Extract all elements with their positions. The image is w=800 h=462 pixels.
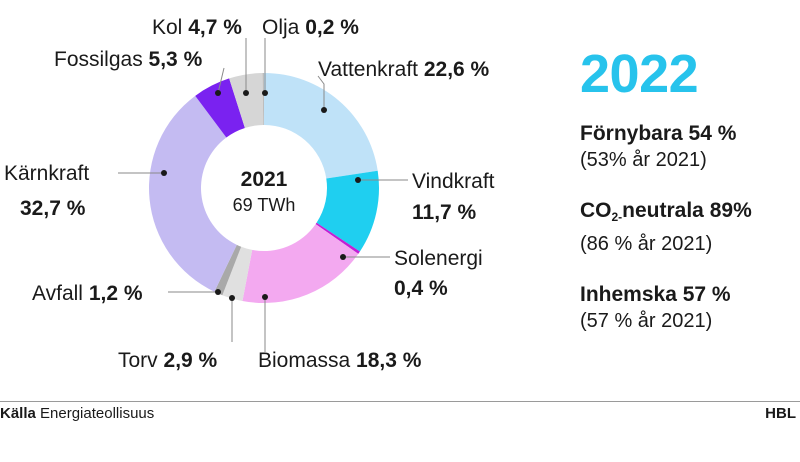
- label-name-vattenkraft: Vattenkraft: [318, 58, 418, 81]
- leader-dot-avfall: [215, 289, 221, 295]
- label-olja: Olja 0,2 %: [262, 16, 359, 39]
- leader-dot-karnkraft: [161, 170, 167, 176]
- label-solenergi-line-2: 0,4 %: [394, 277, 448, 300]
- leader-dot-kol: [243, 90, 249, 96]
- slice-karnkraft: [149, 95, 237, 292]
- label-vattenkraft: Vattenkraft 22,6 %: [318, 58, 490, 81]
- label-name-karnkraft: Kärnkraft: [4, 162, 89, 185]
- leader-dot-vattenkraft: [321, 107, 327, 113]
- slice-solenergi: [315, 222, 360, 254]
- slice-avfall: [214, 244, 242, 296]
- label-value-vattenkraft: 22,6 %: [424, 58, 490, 81]
- leader-line-vattenkraft: [317, 75, 325, 110]
- label-value-karnkraft: 32,7 %: [20, 197, 86, 220]
- summary-year: 2022: [580, 44, 699, 104]
- stat-fornybara-label: Förnybara: [580, 122, 683, 145]
- stat-co2-previous: (86 % år 2021): [580, 233, 713, 255]
- label-name-vindkraft: Vindkraft: [412, 170, 495, 193]
- stat-inhemska-title: Inhemska 57 %: [580, 281, 795, 308]
- label-name-avfall: Avfall: [32, 282, 83, 305]
- label-avfall: Avfall 1,2 %: [32, 282, 143, 305]
- label-solenergi-line-1: Solenergi: [394, 247, 483, 270]
- center-total: 69 TWh: [233, 195, 296, 215]
- label-fossilgas: Fossilgas 5,3 %: [54, 48, 203, 71]
- stat-co2-label-main: CO: [580, 199, 612, 222]
- stat-inhemska-previous: (57 % år 2021): [580, 310, 713, 332]
- label-value-solenergi: 0,4 %: [394, 277, 448, 300]
- stat-inhemska: Inhemska 57 % (57 % år 2021): [580, 281, 795, 335]
- label-name-fossilgas: Fossilgas: [54, 48, 143, 71]
- slice-biomassa: [242, 224, 359, 303]
- leader-dot-torv: [229, 295, 235, 301]
- footer-source: Källa Energiateollisuus: [0, 405, 154, 422]
- label-name-solenergi: Solenergi: [394, 247, 483, 270]
- label-name-biomassa: Biomassa: [258, 349, 351, 372]
- slice-olja: [262, 73, 264, 126]
- source-name: Energiateollisuus: [40, 405, 155, 422]
- stat-inhemska-label: Inhemska: [580, 283, 677, 306]
- center-year: 2021: [241, 168, 288, 191]
- label-value-olja: 0,2 %: [305, 16, 359, 39]
- label-value-biomassa: 18,3 %: [356, 349, 422, 372]
- label-biomassa: Biomassa 18,3 %: [258, 349, 422, 372]
- donut-chart: 2021 69 TWh Vattenkraft 22,6 % Vindkraft 11,…: [4, 16, 495, 372]
- stat-co2-value: 89%: [709, 199, 752, 222]
- label-value-fossilgas: 5,3 %: [149, 48, 203, 71]
- leader-dot-solenergi: [340, 254, 346, 260]
- label-value-torv: 2,9 %: [164, 349, 218, 372]
- stat-co2-neutrala: CO2-neutrala 89% (86 % år 2021): [580, 197, 795, 258]
- source-label: Källa: [0, 405, 36, 422]
- label-value-avfall: 1,2 %: [89, 282, 143, 305]
- label-vindkraft-line-2: 11,7 %: [412, 201, 477, 224]
- stat-fornybara-value: 54 %: [688, 122, 737, 145]
- stat-fornybara: Förnybara 54 % (53% år 2021): [580, 120, 795, 174]
- leader-dot-olja: [262, 90, 268, 96]
- leader-dot-vindkraft: [355, 177, 361, 183]
- leader-dot-fossilgas: [215, 90, 221, 96]
- label-value-kol: 4,7 %: [188, 16, 242, 39]
- label-value-vindkraft: 11,7 %: [412, 201, 477, 224]
- stat-inhemska-value: 57 %: [682, 283, 731, 306]
- slice-vattenkraft: [264, 73, 378, 179]
- label-karnkraft-line-2: 32,7 %: [20, 197, 86, 220]
- label-name-torv: Torv: [118, 349, 158, 372]
- stat-fornybara-previous: (53% år 2021): [580, 149, 707, 171]
- leader-dot-biomassa: [262, 294, 268, 300]
- label-name-kol: Kol: [152, 16, 182, 39]
- stat-co2-label-rest: neutrala: [622, 199, 704, 222]
- slice-kol: [229, 73, 264, 128]
- label-torv: Torv 2,9 %: [118, 349, 218, 372]
- leader-line-fossilgas: [217, 67, 225, 94]
- footer-divider: [0, 401, 800, 402]
- label-kol: Kol 4,7 %: [152, 16, 242, 39]
- donut-slices: [149, 73, 379, 303]
- slice-fossilgas: [195, 78, 245, 138]
- stat-co2-label-sub: 2-: [611, 210, 623, 224]
- stat-co2-title: CO2-neutrala 89%: [580, 197, 795, 231]
- summary-panel: 2022 Förnybara 54 % (53% år 2021) CO2-ne…: [580, 44, 795, 358]
- label-vindkraft-line-1: Vindkraft: [412, 170, 495, 193]
- stat-fornybara-title: Förnybara 54 %: [580, 120, 795, 147]
- footer-publisher: HBL: [765, 405, 796, 422]
- label-karnkraft-line-1: Kärnkraft: [4, 162, 89, 185]
- slice-vindkraft: [316, 170, 379, 252]
- label-name-olja: Olja: [262, 16, 300, 39]
- slice-torv: [222, 246, 253, 301]
